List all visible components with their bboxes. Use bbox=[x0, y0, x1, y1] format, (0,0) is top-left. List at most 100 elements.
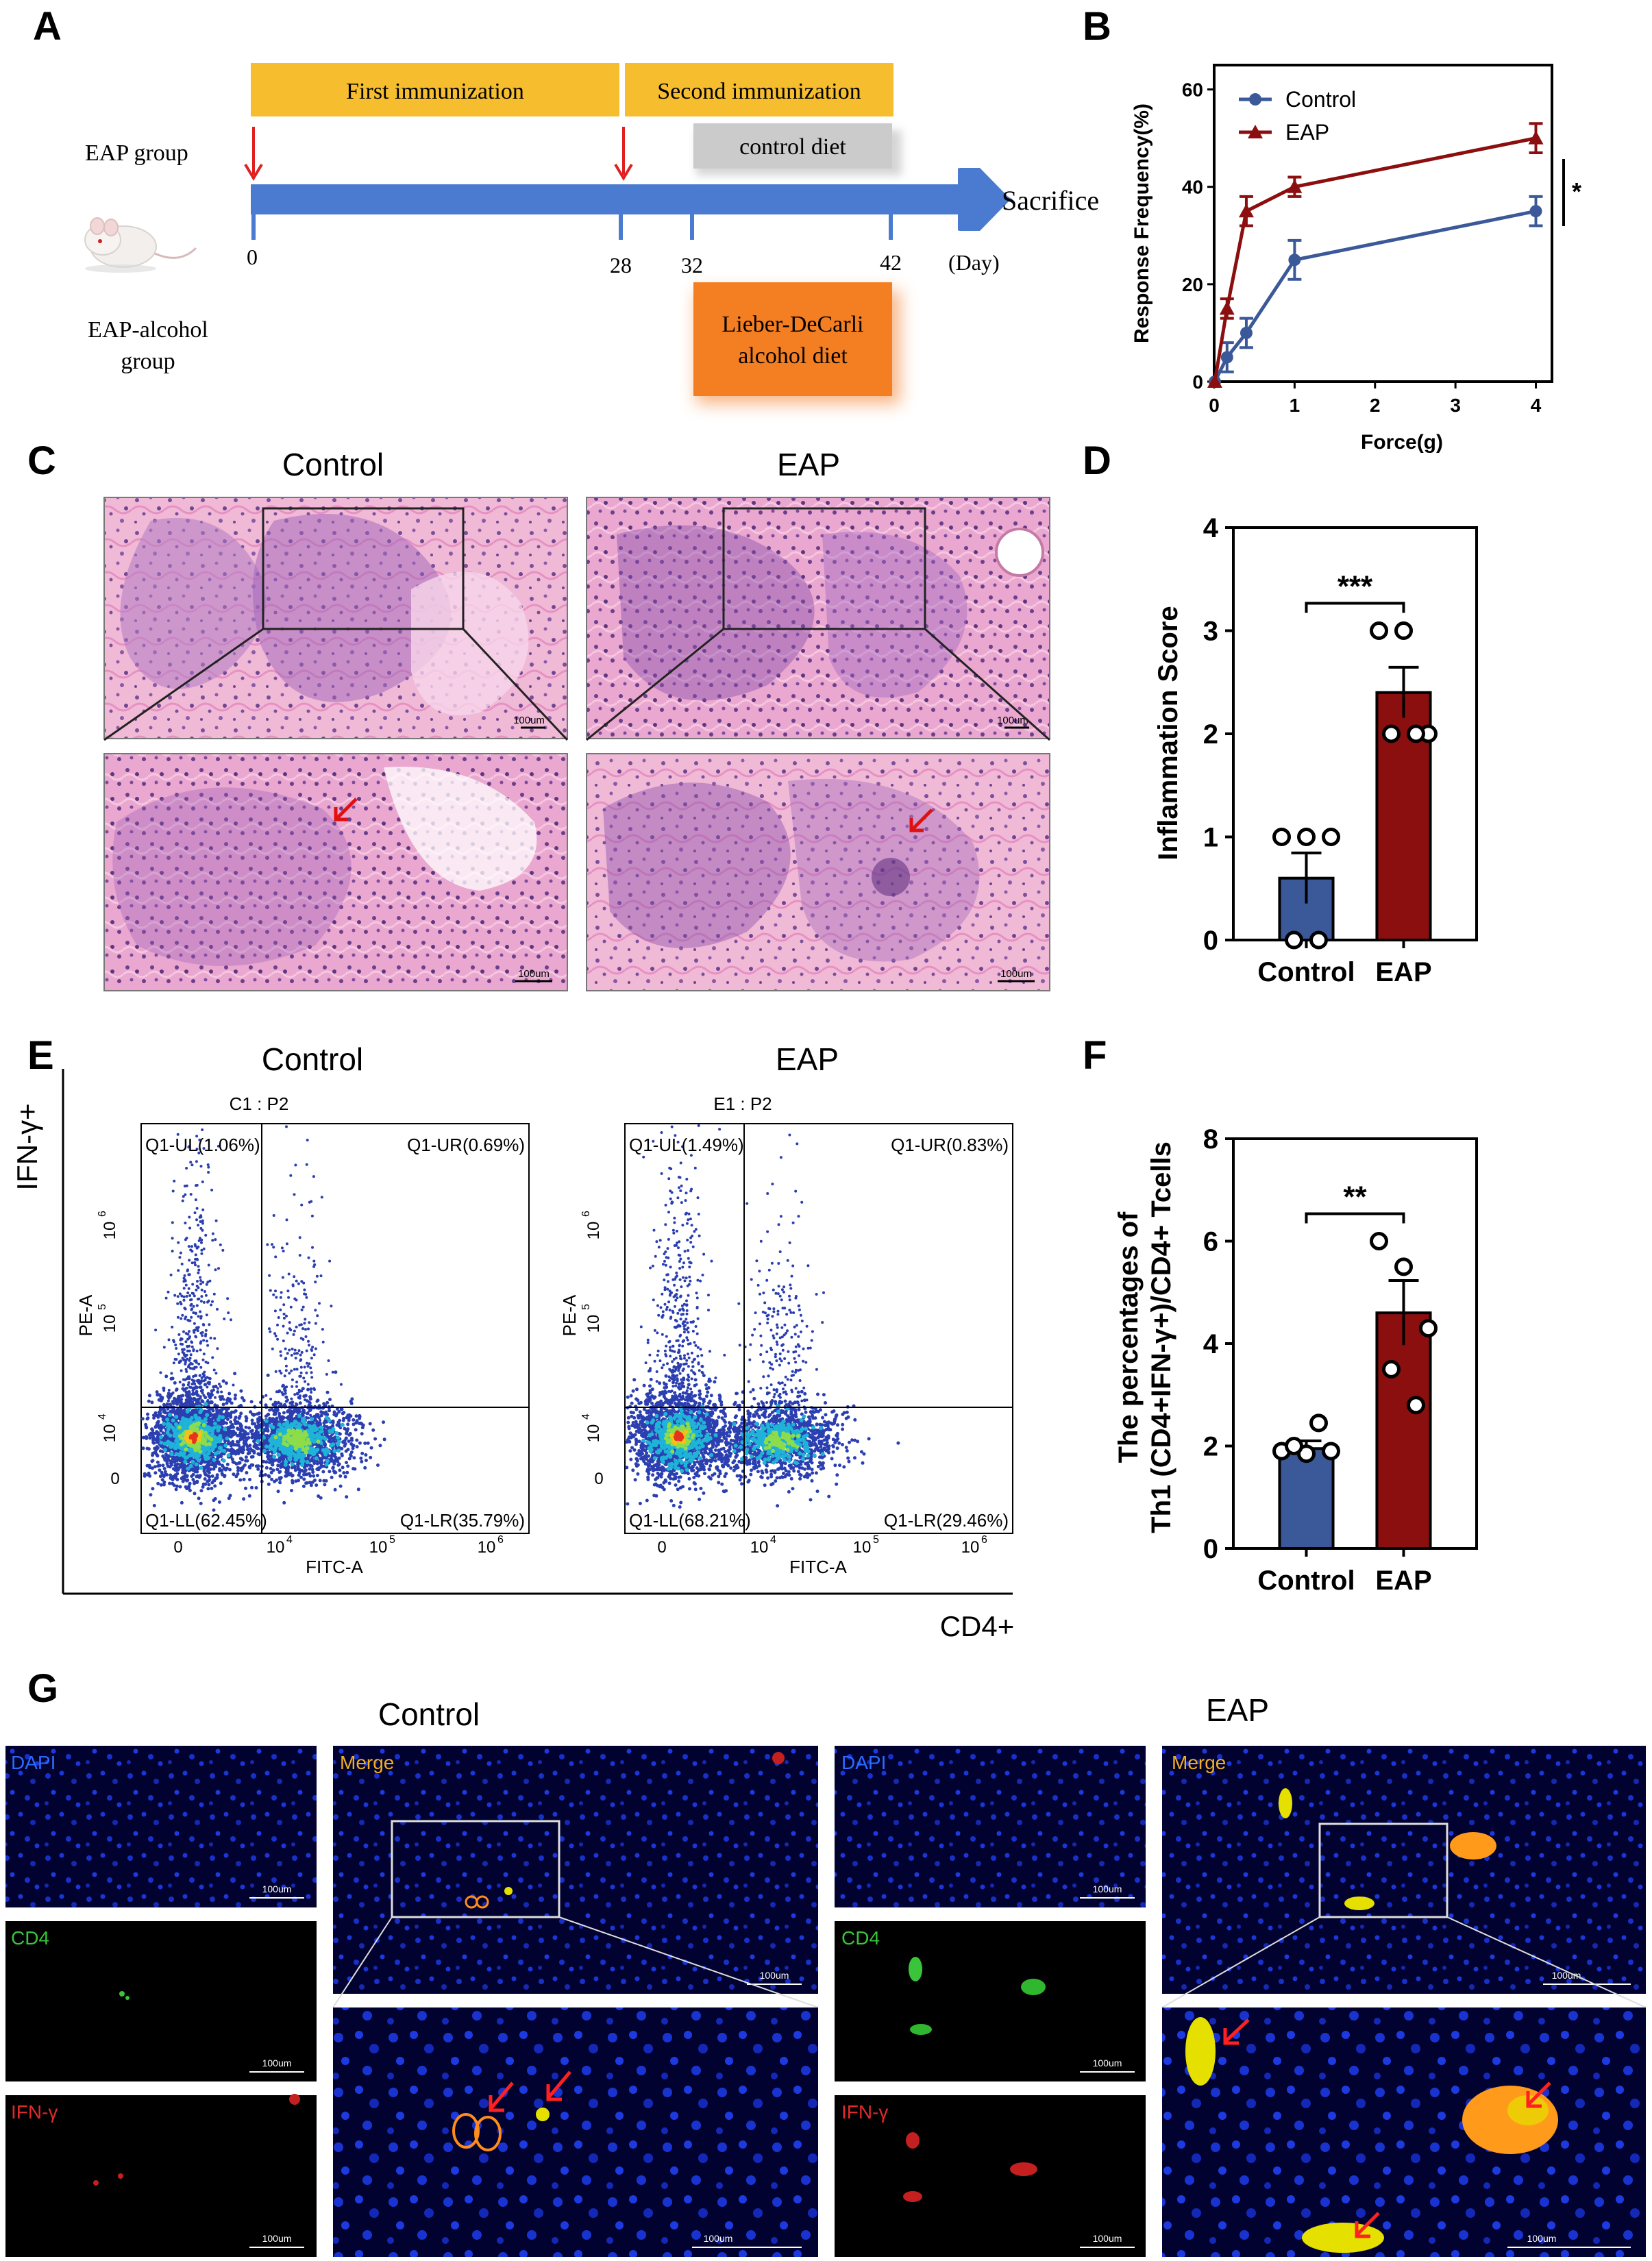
if-eap-arrow-3 bbox=[1355, 2212, 1380, 2238]
chart-f-ytick-label: 4 bbox=[1203, 1329, 1219, 1359]
if-control-arrow-2 bbox=[546, 2071, 571, 2101]
chart-f-ylabel-2: Th1 (CD4+IFN-γ+)/CD4+ Tcells bbox=[1146, 1141, 1176, 1533]
flow-control-x-axis: FITC-A bbox=[306, 1557, 363, 1577]
chart-d-point-eap bbox=[1382, 724, 1401, 743]
legend-control-marker bbox=[1249, 93, 1261, 106]
flow-control-q-ul: Q1-UL(1.06%) bbox=[145, 1135, 260, 1155]
chart-d-ytick-label: 0 bbox=[1203, 926, 1218, 956]
chart-f-xtick-label-eap: EAP bbox=[1375, 1566, 1431, 1596]
control-diet-label: control diet bbox=[739, 134, 846, 160]
if-control-ifn: IFN-γ 100um bbox=[5, 2094, 317, 2257]
flow-eap-x-axis: FITC-A bbox=[789, 1557, 847, 1577]
series-control-point bbox=[1220, 351, 1233, 364]
chart-b-ytick-label: 20 bbox=[1182, 274, 1203, 295]
chart-d-point-control bbox=[1322, 828, 1340, 846]
chart-f-point-eap bbox=[1407, 1396, 1425, 1415]
timeline-ticks bbox=[251, 206, 893, 240]
histology-eap-title: EAP bbox=[777, 447, 840, 482]
chart-d-point-eap bbox=[1394, 621, 1413, 640]
chart-b-significance: * bbox=[1572, 177, 1581, 206]
alcohol-group-label-2: group bbox=[121, 349, 175, 374]
chart-f-ytick-label: 2 bbox=[1203, 1432, 1218, 1462]
chart-b-ylabel: Response Frequency(%) bbox=[1131, 103, 1153, 343]
sacrifice-label: Sacrifice bbox=[1002, 185, 1099, 216]
chart-d-point-control bbox=[1285, 930, 1303, 950]
chart-f-ytick-label: 8 bbox=[1203, 1124, 1218, 1154]
eap-group-label: EAP group bbox=[85, 140, 188, 166]
chart-d-point-eap bbox=[1407, 724, 1425, 743]
panel-d: D 0 1 2 3 4 Control EAP *** Inflammation Score bbox=[1083, 438, 1478, 987]
if-control-arrow-1 bbox=[489, 2081, 514, 2112]
chart-f-point-control bbox=[1285, 1437, 1303, 1455]
histology-zoom-lines bbox=[103, 628, 1050, 741]
chart-d-ytick-label: 4 bbox=[1203, 513, 1219, 543]
chart-b-ytick-label: 0 bbox=[1192, 371, 1203, 393]
chart-f-ytick-label: 0 bbox=[1203, 1534, 1218, 1564]
day-unit: (Day) bbox=[948, 250, 1000, 275]
control-diet-box bbox=[693, 123, 892, 169]
chart-d-point-control bbox=[1272, 828, 1291, 846]
chart-f-point-eap bbox=[1370, 1232, 1388, 1250]
alcohol-diet-box bbox=[693, 282, 892, 396]
chart-b-xtick-label: 4 bbox=[1531, 395, 1542, 416]
chart-b-legend: Control EAP bbox=[1239, 87, 1356, 145]
timeline-bar bbox=[251, 184, 963, 214]
chart-f-significance-bracket bbox=[1305, 1212, 1405, 1224]
flow-eap-sample: E1 : P2 bbox=[713, 1094, 772, 1114]
scatterC-density bbox=[140, 1125, 386, 1512]
second-immunization-label: Second immunization bbox=[657, 79, 861, 104]
chart-f-significance: ** bbox=[1343, 1181, 1367, 1214]
legend-eap-marker bbox=[1248, 125, 1263, 138]
chart-d-significance: *** bbox=[1337, 570, 1373, 604]
immunization-arrows bbox=[244, 127, 633, 181]
panel-e: E Control EAP C1 : P2 E1 : P2 IFN-γ+ CD4… bbox=[11, 1033, 1014, 1642]
series-control-line bbox=[1213, 209, 1537, 383]
if-eap-ifn: IFN-γ 100um bbox=[835, 2095, 1146, 2257]
scatterE-density bbox=[625, 1124, 900, 1509]
chart-b-ytick-label: 60 bbox=[1182, 79, 1203, 101]
histology-scale-1: 100um bbox=[513, 715, 545, 726]
chart-f-bar-control bbox=[1278, 1447, 1335, 1550]
chart-d-xtick-label-eap: EAP bbox=[1375, 957, 1431, 987]
panel-c: C Control EAP 100um 100um bbox=[27, 438, 1050, 991]
zoom-box-eap bbox=[722, 507, 926, 630]
chart-d-point-control bbox=[1309, 930, 1328, 950]
if-eap-title: EAP bbox=[1206, 1692, 1269, 1728]
chart-d-ytick-label: 3 bbox=[1203, 617, 1218, 647]
panel-letter-b: B bbox=[1083, 4, 1111, 49]
histology-scale-2: 100um bbox=[997, 715, 1028, 726]
flow-control-y-axis: PE-A bbox=[75, 1294, 96, 1336]
if-control-zoom-box bbox=[391, 1820, 560, 1918]
flow-eap-q-ul: Q1-UL(1.49%) bbox=[629, 1135, 744, 1155]
if-eap-cd4: CD4 100um bbox=[835, 1921, 1146, 2081]
if-eap-arrow-2 bbox=[1526, 2081, 1551, 2108]
flow-y-title: IFN-γ+ bbox=[11, 1103, 43, 1190]
chart-f-point-control bbox=[1309, 1413, 1328, 1433]
series-eap-point bbox=[1528, 130, 1544, 145]
panel-letter-e: E bbox=[27, 1033, 54, 1078]
chart-f-point-control bbox=[1322, 1442, 1340, 1461]
chart-f-plot: 0 2 4 6 8 Control EAP ** bbox=[1203, 1124, 1438, 1596]
flow-eap-title: EAP bbox=[776, 1041, 839, 1077]
day28-arrow bbox=[614, 127, 633, 181]
first-immunization-label: First immunization bbox=[346, 79, 524, 104]
if-control-zoom: 100um bbox=[333, 2007, 818, 2257]
panel-g: G Control EAP DAPI 100um CD4 100um IFN-γ… bbox=[5, 1666, 1647, 2257]
panel-letter-a: A bbox=[33, 4, 62, 49]
chart-d-point-eap bbox=[1370, 621, 1388, 640]
chart-b-frame bbox=[1213, 64, 1553, 383]
histology-control-overview: 100um bbox=[103, 497, 568, 739]
chart-d-point-control bbox=[1297, 828, 1316, 846]
series-eap-point bbox=[1238, 203, 1254, 218]
if-eap-merge: Merge 100um bbox=[1162, 1746, 1646, 1994]
flow-control-q-lr: Q1-LR(35.79%) bbox=[400, 1510, 525, 1531]
day-0: 0 bbox=[247, 245, 258, 269]
second-immunization-box bbox=[625, 63, 893, 116]
flow-control-ticks: 0 10 4 10 5 10 6 0 104 105 106 bbox=[97, 1211, 504, 1557]
chart-f-point-eap bbox=[1419, 1319, 1438, 1338]
legend-control-label: Control bbox=[1285, 87, 1356, 112]
chart-b-ytick-label: 40 bbox=[1182, 177, 1203, 198]
panel-a: A First immunization Second immunization… bbox=[33, 4, 1099, 404]
chart-d-plot: 0 1 2 3 4 Control EAP *** bbox=[1203, 513, 1438, 987]
